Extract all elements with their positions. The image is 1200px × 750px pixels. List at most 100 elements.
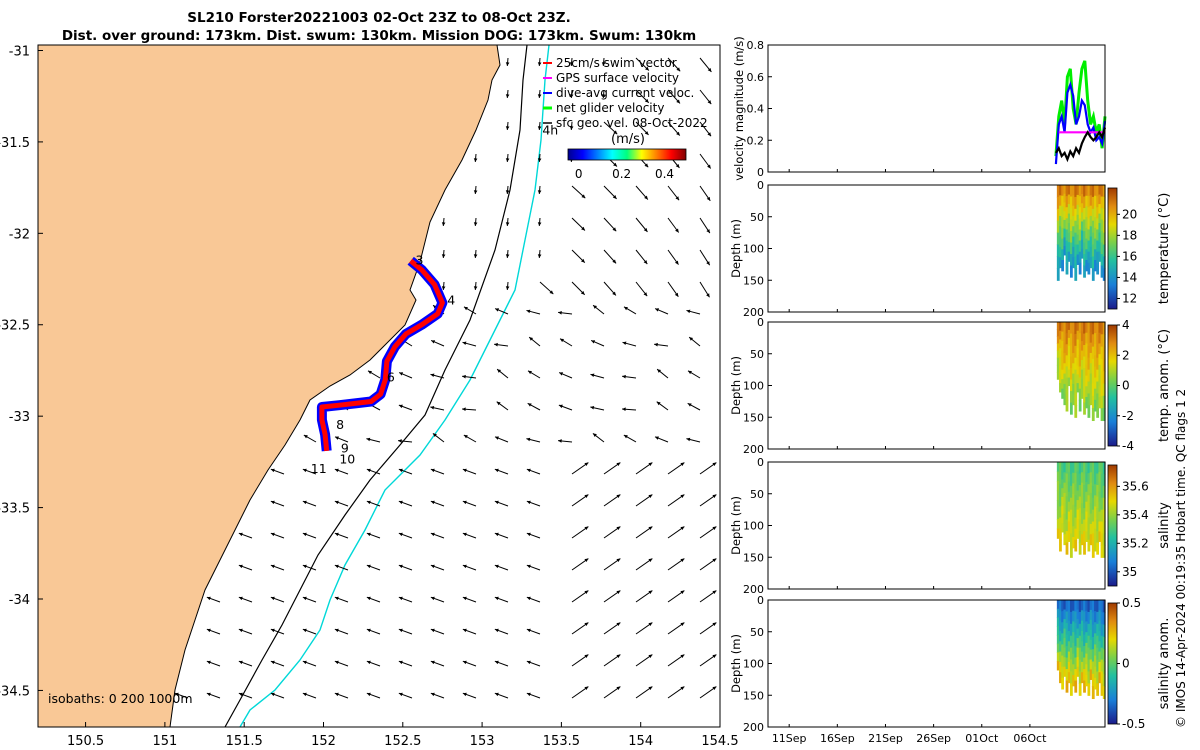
heatmap-cell bbox=[1056, 634, 1060, 645]
velocity-arrowhead-56 bbox=[473, 286, 478, 290]
heatmap-cell bbox=[1083, 657, 1086, 670]
heatmap-cell bbox=[1061, 470, 1065, 481]
heatmap-cell bbox=[1083, 391, 1086, 404]
heatmap-cell bbox=[1094, 495, 1097, 508]
legend-entry-swim: 25cm/s swim vector bbox=[556, 56, 677, 70]
colorbar-tick-label: -0.5 bbox=[1122, 717, 1145, 731]
heatmap-cell bbox=[1059, 330, 1062, 341]
heatmap-cell bbox=[1100, 371, 1104, 385]
heatmap-cell bbox=[1100, 242, 1104, 255]
velocity-arrowhead-39 bbox=[505, 222, 510, 226]
heatmap-cell bbox=[1085, 227, 1089, 240]
heatmap-cell bbox=[1076, 356, 1080, 367]
heatmap-cell bbox=[1087, 484, 1091, 496]
heatmap-cell bbox=[1102, 521, 1106, 535]
heatmap-cell bbox=[1094, 655, 1097, 668]
heatmap-cell bbox=[1091, 371, 1095, 385]
velocity-arrowhead-216 bbox=[430, 660, 435, 665]
velocity-arrowhead-77 bbox=[529, 337, 534, 341]
heatmap-cell bbox=[1059, 348, 1062, 358]
colorbar-tick-label: 0.5 bbox=[1122, 596, 1141, 610]
heatmap-cell bbox=[1083, 345, 1086, 358]
velocity-arrowhead-57 bbox=[505, 286, 510, 290]
heatmap-cell bbox=[1102, 533, 1106, 546]
heatmap-cell bbox=[1098, 651, 1102, 663]
velocity-arrowhead-140 bbox=[494, 500, 499, 505]
velocity-arrowhead-52 bbox=[643, 260, 648, 265]
heatmap-cell bbox=[1072, 642, 1075, 655]
velocity-arrowhead-132 bbox=[712, 462, 717, 467]
heatmap-cell bbox=[1091, 545, 1095, 558]
heatmap-cell bbox=[1076, 647, 1080, 658]
velocity-arrowhead-233 bbox=[430, 692, 435, 697]
map-y-tick-label-3: -32.5 bbox=[0, 319, 30, 334]
velocity-arrowhead-200 bbox=[430, 628, 435, 633]
heatmap-cell bbox=[1074, 381, 1078, 395]
heatmap-cell bbox=[1061, 195, 1065, 208]
heatmap-cell bbox=[1083, 542, 1086, 555]
heatmap-cell bbox=[1080, 350, 1084, 361]
track-day-label-4: 9 bbox=[341, 441, 349, 456]
heatmap-cell bbox=[1100, 521, 1104, 535]
heatmap-cell bbox=[1074, 646, 1078, 659]
heatmap-cell bbox=[1096, 393, 1100, 406]
heatmap-cell bbox=[1100, 346, 1104, 360]
heatmap-cell bbox=[1061, 677, 1065, 690]
heatmap-cell bbox=[1094, 528, 1097, 541]
heatmap-cell bbox=[1061, 379, 1065, 390]
track-day-labels: 3 4 6 8 910 11 4h bbox=[311, 123, 558, 476]
heatmap-cell bbox=[1078, 218, 1082, 231]
velocity-arrowhead-3 bbox=[601, 62, 606, 66]
velocity-arrowhead-8 bbox=[537, 94, 542, 98]
velocity-arrowhead-181 bbox=[334, 596, 339, 601]
heatmap-cell bbox=[1076, 383, 1080, 393]
heatmap-cell bbox=[1083, 185, 1086, 198]
heatmap-cell bbox=[1065, 196, 1069, 208]
isobath-2000m bbox=[239, 45, 550, 727]
heatmap-cell bbox=[1078, 366, 1082, 379]
heatmap-cell bbox=[1087, 600, 1091, 613]
velocity-arrowhead-190 bbox=[648, 590, 653, 595]
heatmap-cell bbox=[1067, 651, 1071, 663]
heatmap-cell bbox=[1098, 521, 1102, 533]
velocity-arrowhead-174 bbox=[648, 558, 653, 563]
heatmap-cell bbox=[1083, 462, 1086, 475]
velocity-arrowhead-32 bbox=[581, 194, 586, 199]
velocity-arrowhead-65 bbox=[463, 306, 468, 311]
heatmap-cell bbox=[1059, 620, 1062, 632]
heatmap-cell bbox=[1096, 262, 1100, 275]
heatmap-cell bbox=[1098, 481, 1102, 493]
heatmap-cell bbox=[1089, 332, 1093, 344]
heatmap-cell bbox=[1065, 355, 1069, 368]
velocity-arrowhead-117 bbox=[654, 436, 659, 440]
heatmap-y-tick-label: 150 bbox=[743, 551, 764, 564]
heatmap-cell bbox=[1098, 354, 1102, 366]
heatmap-cell bbox=[1100, 322, 1104, 335]
colorbar-tick-label: 0 bbox=[1122, 657, 1130, 671]
isobath-label: isobaths: 0 200 1000m bbox=[48, 691, 193, 706]
velocity-arrowhead-153 bbox=[430, 532, 435, 537]
heatmap-cell bbox=[1102, 220, 1106, 234]
heatmap-cell bbox=[1094, 622, 1097, 634]
heatmap-cell bbox=[1089, 513, 1093, 525]
heatmap-cell bbox=[1076, 330, 1080, 341]
heatmap-panel-1: 0 50 100 150 200 Depth (m) 12 14 16 18 20 temperatu… bbox=[729, 179, 1172, 319]
heatmap-cell bbox=[1061, 369, 1065, 380]
velocity-arrowhead-204 bbox=[584, 622, 589, 627]
velocity-arrowhead-37 bbox=[441, 222, 446, 226]
heatmap-cell bbox=[1083, 508, 1086, 521]
heatmap-cell bbox=[1089, 373, 1093, 385]
heatmap-cell bbox=[1080, 641, 1084, 653]
heatmap-cell bbox=[1085, 521, 1089, 533]
velocity-arrows bbox=[174, 57, 717, 699]
heatmap-cell bbox=[1100, 462, 1104, 475]
heatmap-cell bbox=[1074, 208, 1078, 222]
heatmap-cell bbox=[1098, 600, 1102, 611]
heatmap-cell bbox=[1102, 462, 1106, 475]
heatmap-cell bbox=[1100, 334, 1104, 348]
heatmap-cell bbox=[1063, 352, 1067, 364]
heatmap-cell bbox=[1056, 462, 1060, 473]
heatmap-cell bbox=[1065, 322, 1069, 334]
velocity-arrowhead-144 bbox=[648, 494, 653, 499]
